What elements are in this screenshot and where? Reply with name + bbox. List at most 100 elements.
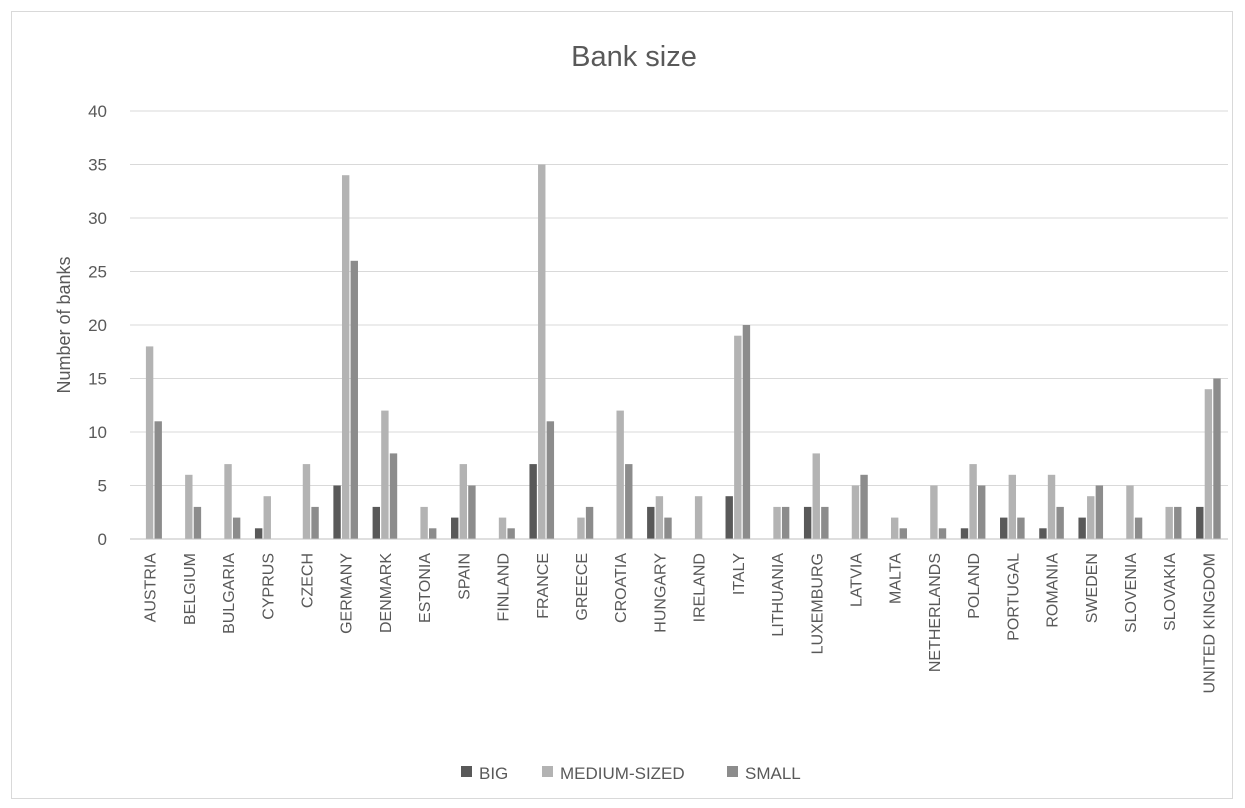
bar-medium-sized-malta: [890, 517, 899, 539]
x-tick-label: POLAND: [966, 553, 983, 619]
bar-medium-sized-sweden: [1087, 496, 1095, 539]
bar-big-sweden: [1078, 517, 1086, 539]
x-tick-label: LATVIA: [848, 553, 865, 607]
x-tick-label: UNITED KINGDOM: [1201, 553, 1218, 693]
bar-small-portugal: [1017, 517, 1025, 539]
chart-frame: [11, 11, 1233, 799]
x-tick-label: IRELAND: [692, 553, 709, 622]
x-tick-label: CZECH: [299, 553, 316, 608]
bar-medium-sized-germany: [341, 175, 350, 539]
bars: [130, 164, 1228, 540]
bar-small-netherlands: [938, 528, 947, 539]
bar-small-finland: [507, 528, 515, 539]
y-tick-labels: 0 5 10 15 20 25 30 35 40: [88, 102, 107, 549]
bar-small-slovenia: [1134, 517, 1143, 539]
bar-big-romania: [1039, 528, 1047, 539]
x-tick-label: GREECE: [574, 553, 591, 621]
bar-small-estonia: [429, 528, 437, 539]
bar-small-hungary: [664, 517, 672, 539]
legend-label-small: SMALL: [745, 764, 801, 783]
bar-medium-sized-united-kingdom: [1204, 389, 1213, 539]
bar-small-romania: [1056, 506, 1064, 539]
legend-swatch-big: [461, 766, 472, 777]
bar-medium-sized-romania: [1047, 474, 1056, 539]
y-tick-label: 10: [88, 423, 107, 442]
x-tick-label: SPAIN: [456, 553, 473, 600]
bar-medium-sized-bulgaria: [224, 464, 232, 539]
bar-medium-sized-denmark: [381, 410, 389, 539]
bar-medium-sized-croatia: [616, 410, 624, 539]
bar-big-luxemburg: [803, 506, 812, 539]
y-tick-label: 25: [88, 263, 107, 282]
bar-small-slovakia: [1174, 506, 1182, 539]
bar-medium-sized-greece: [577, 517, 585, 539]
bar-small-belgium: [193, 506, 202, 539]
x-tick-label: LUXEMBURG: [809, 553, 826, 654]
x-tick-label: FRANCE: [535, 553, 552, 619]
bar-small-luxemburg: [821, 506, 829, 539]
y-tick-label: 0: [98, 530, 107, 549]
x-tick-label: AUSTRIA: [143, 553, 160, 623]
bar-medium-sized-france: [538, 164, 546, 539]
bar-small-croatia: [625, 464, 633, 539]
bar-small-spain: [468, 485, 476, 539]
bar-big-germany: [333, 485, 341, 539]
x-tick-label: DENMARK: [378, 553, 395, 633]
x-tick-label: GERMANY: [339, 553, 356, 634]
y-axis-label: Number of banks: [54, 256, 74, 393]
bar-big-poland: [960, 528, 969, 539]
x-tick-label: BULGARIA: [221, 553, 238, 634]
y-tick-label: 30: [88, 209, 107, 228]
x-tick-label: NETHERLANDS: [927, 553, 944, 672]
legend-label-big: BIG: [479, 764, 508, 783]
x-tick-label: ROMANIA: [1045, 553, 1062, 628]
x-tick-label: PORTUGAL: [1005, 553, 1022, 641]
bar-medium-sized-cyprus: [263, 496, 271, 539]
bar-medium-sized-ireland: [694, 496, 703, 539]
bar-small-bulgaria: [232, 517, 241, 539]
bar-small-czech: [311, 506, 319, 539]
bar-small-france: [546, 421, 555, 539]
x-tick-label: HUNGARY: [652, 553, 669, 633]
legend-label-medium-sized: MEDIUM-SIZED: [560, 764, 685, 783]
bar-medium-sized-spain: [459, 464, 468, 539]
x-tick-label: SWEDEN: [1084, 553, 1101, 623]
x-tick-label: SLOVENIA: [1123, 553, 1140, 633]
bar-small-denmark: [389, 453, 398, 539]
legend-swatch-small: [727, 766, 738, 777]
bar-medium-sized-latvia: [851, 485, 860, 539]
bar-medium-sized-luxemburg: [812, 453, 820, 539]
x-tick-label: ITALY: [731, 553, 748, 595]
bar-medium-sized-poland: [969, 464, 977, 539]
bar-big-denmark: [372, 506, 380, 539]
bar-big-portugal: [1000, 517, 1008, 539]
bar-medium-sized-italy: [734, 335, 742, 539]
x-tick-label: BELGIUM: [182, 553, 199, 625]
chart-title: Bank size: [571, 41, 697, 73]
bar-medium-sized-finland: [498, 517, 507, 539]
bar-small-poland: [978, 485, 986, 539]
bar-medium-sized-estonia: [420, 506, 428, 539]
bar-medium-sized-netherlands: [930, 485, 938, 539]
bar-small-malta: [899, 528, 907, 539]
bar-medium-sized-slovakia: [1165, 506, 1173, 539]
y-tick-label: 15: [88, 370, 107, 389]
bar-big-italy: [725, 496, 733, 539]
y-tick-label: 20: [88, 316, 107, 335]
bar-medium-sized-lithuania: [773, 506, 781, 539]
bar-small-sweden: [1095, 485, 1104, 539]
bar-medium-sized-austria: [145, 346, 154, 539]
bar-medium-sized-portugal: [1008, 474, 1017, 539]
y-tick-label: 35: [88, 156, 107, 175]
bar-small-greece: [585, 506, 594, 539]
bar-medium-sized-czech: [302, 464, 311, 539]
x-tick-label: MALTA: [888, 553, 905, 604]
bar-small-latvia: [860, 474, 868, 539]
bar-big-cyprus: [254, 528, 263, 539]
bar-medium-sized-hungary: [655, 496, 664, 539]
y-tick-label: 40: [88, 102, 107, 121]
bar-small-united-kingdom: [1213, 378, 1221, 539]
x-tick-label: CYPRUS: [260, 553, 277, 620]
x-tick-label: FINLAND: [496, 553, 513, 621]
